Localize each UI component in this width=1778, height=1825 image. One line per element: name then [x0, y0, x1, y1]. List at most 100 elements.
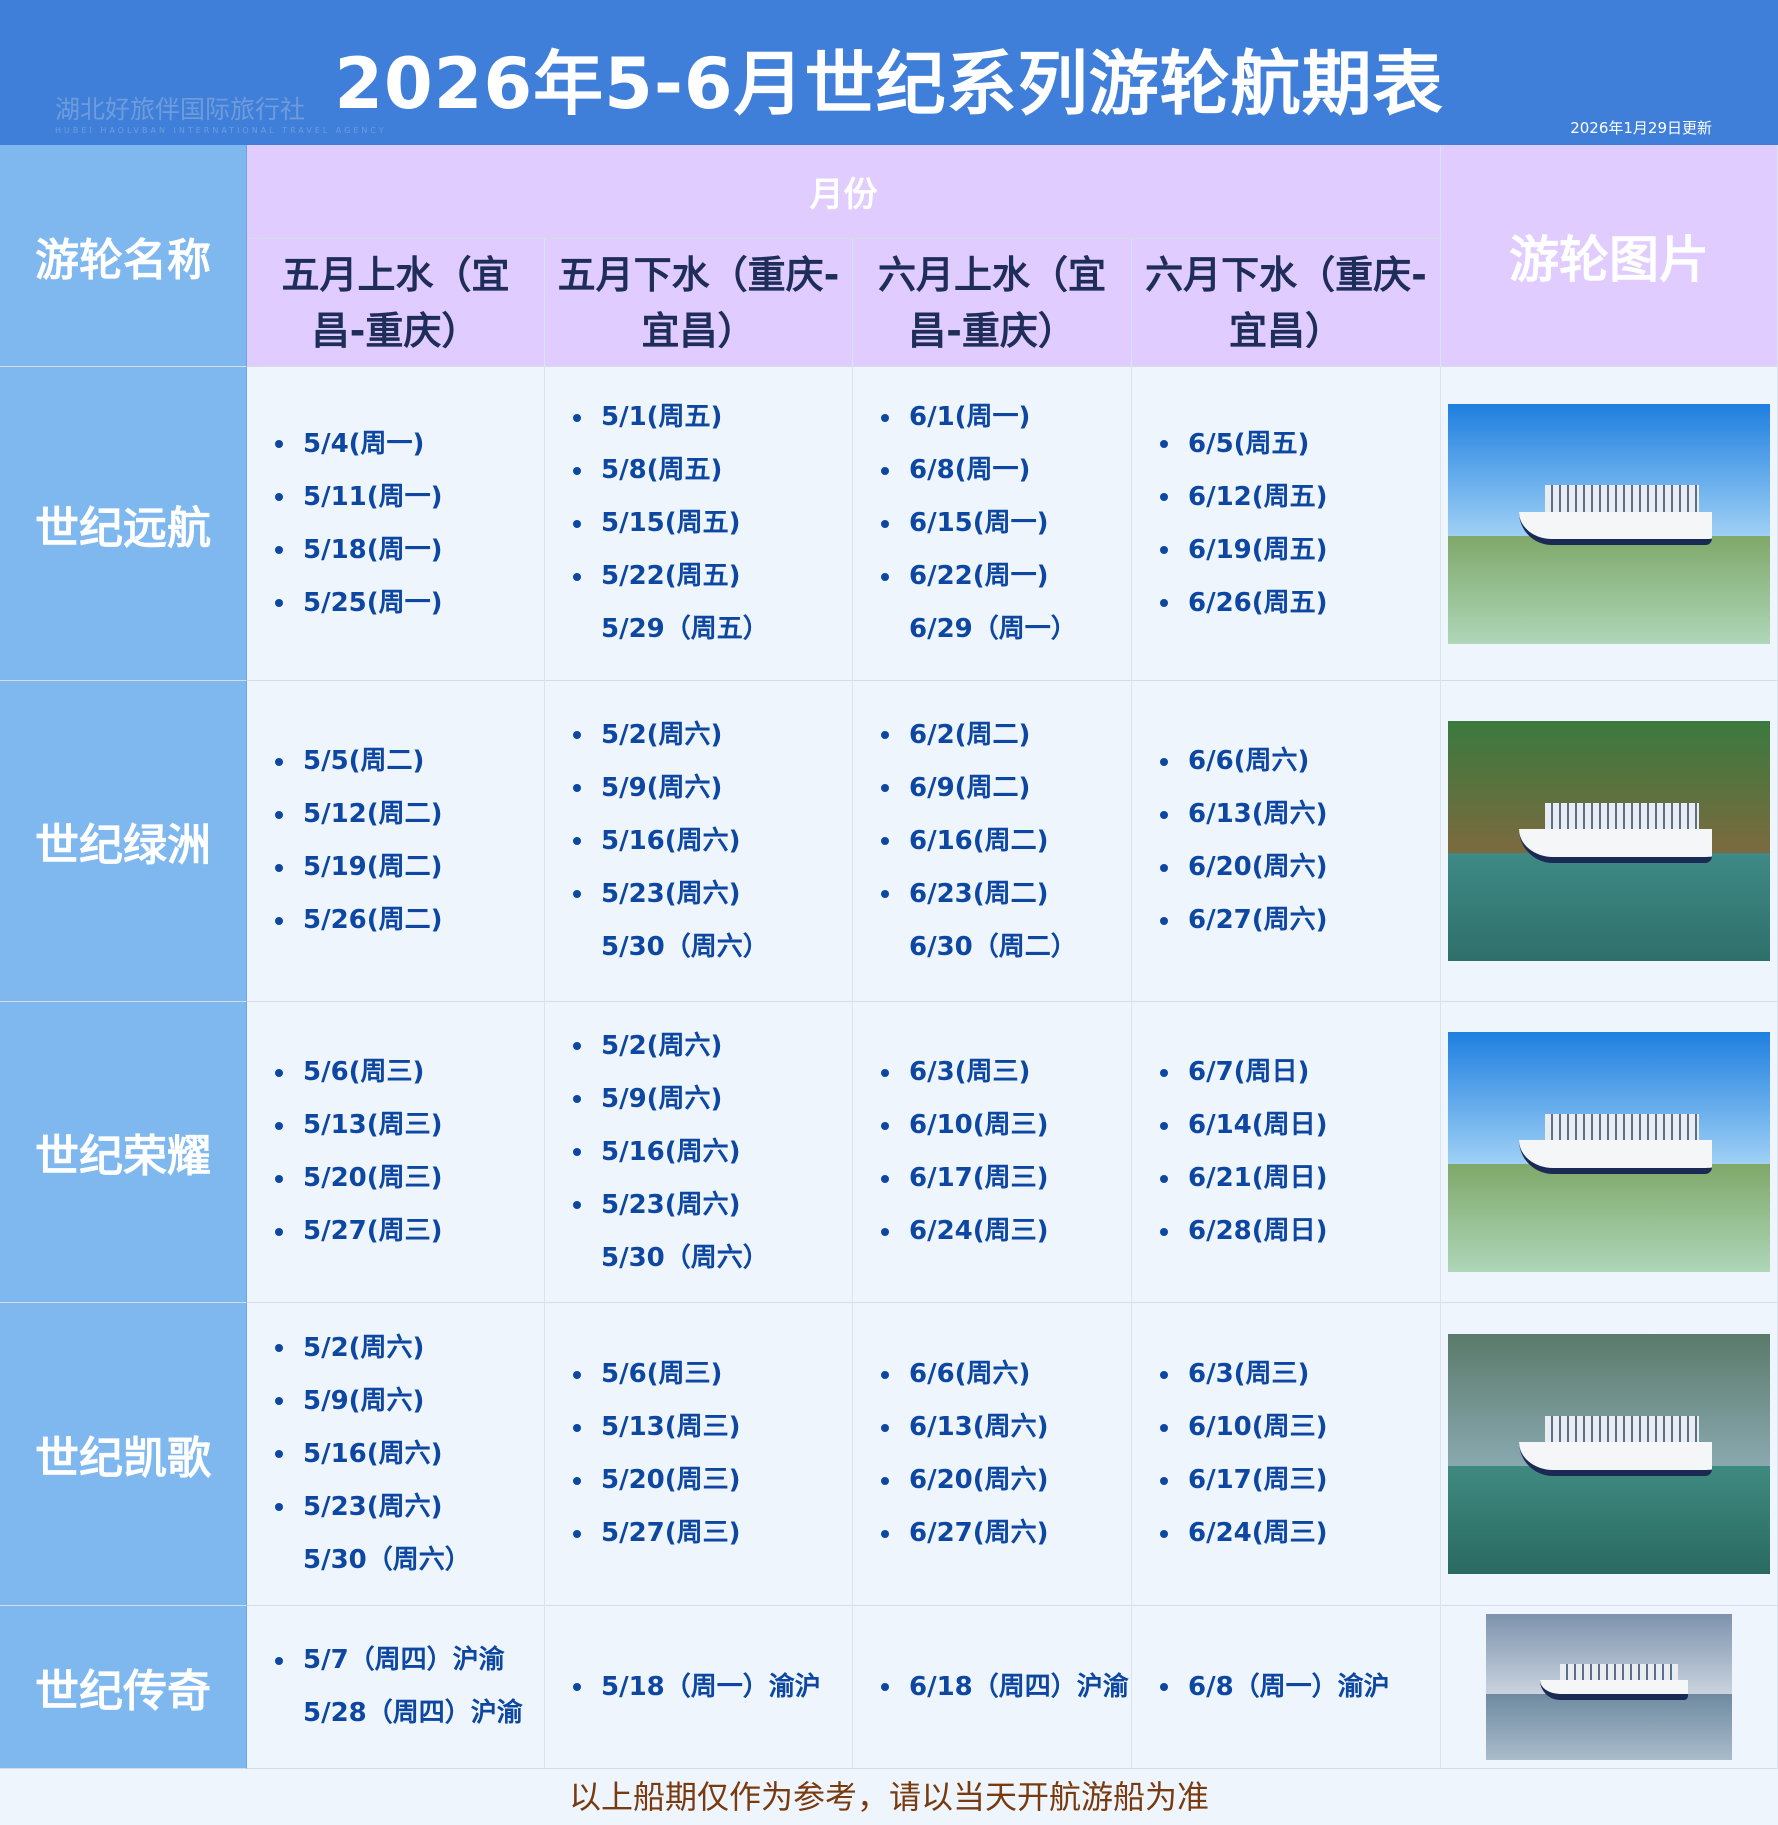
departure-dates-cell: 5/7（周四）沪渝 5/28（周四）沪渝 [247, 1606, 545, 1769]
bullet-icon [1160, 599, 1168, 607]
departure-date: 5/23(周六) [601, 1189, 741, 1220]
ship-name-cell: 世纪远航 [0, 367, 247, 681]
departure-date-item: 6/27(周六) [1160, 894, 1440, 947]
schedule-table: 游轮名称 月份 游轮图片 五月上水（宜昌-重庆） 五月下水（重庆-宜昌） 六月上水（宜昌-… [0, 145, 1778, 1769]
departure-date: 5/20(周三) [601, 1465, 741, 1495]
departure-date-item: 5/16(周六) [573, 815, 852, 868]
departure-date-item: 6/21(周日) [1160, 1152, 1440, 1205]
departure-date-item: 5/9(周六) [275, 1375, 544, 1428]
bullet-icon [573, 837, 581, 845]
departure-date-item: 6/24(周三) [1160, 1507, 1440, 1560]
bullet-icon [881, 731, 889, 739]
departure-dates-cell: 6/5(周五) 6/12(周五) 6/19(周五) 6/26(周五) [1132, 367, 1441, 681]
bullet-icon [881, 1370, 889, 1379]
departure-date: 6/24(周三) [1188, 1518, 1328, 1548]
departure-dates-cell: 6/7(周日) 6/14(周日) 6/21(周日) 6/28(周日) [1132, 1002, 1441, 1303]
departure-date-item: 6/1(周一) [881, 391, 1131, 444]
departure-date-item: 5/11(周一) [275, 471, 544, 524]
departure-dates-cell: 6/1(周一) 6/8(周一) 6/15(周一) 6/22(周一) 6/29（周一） [853, 367, 1132, 681]
column-header-label: 六月下水（重庆-宜昌） [1145, 252, 1427, 353]
bullet-icon [1160, 1529, 1168, 1538]
bullet-icon [1160, 863, 1168, 872]
bullet-icon [1160, 757, 1168, 766]
picture-column-header: 游轮图片 [1441, 145, 1778, 367]
bullet-icon [275, 1227, 283, 1236]
departure-dates-cell: 5/6(周三) 5/13(周三) 5/20(周三) 5/27(周三) [247, 1002, 545, 1303]
bullet-icon [881, 572, 889, 581]
departure-date: 5/18（周一）渝沪 [601, 1671, 821, 1702]
departure-date: 6/6(周六) [909, 1359, 1031, 1389]
departure-date: 5/27(周三) [303, 1216, 443, 1246]
departure-date: 5/6(周三) [601, 1359, 723, 1389]
departure-date: 6/13(周六) [909, 1412, 1049, 1442]
departure-date: 6/27(周六) [909, 1518, 1049, 1548]
bullet-icon [881, 837, 889, 845]
departure-date-item: 5/22(周五) [573, 550, 852, 603]
departure-date: 6/6(周六) [1188, 746, 1310, 776]
departure-date-item: 6/22(周一) [881, 550, 1131, 603]
departure-date: 6/5(周五) [1188, 428, 1310, 459]
departure-date-item: 6/14(周日) [1160, 1099, 1440, 1152]
departure-date: 6/28(周日) [1188, 1216, 1328, 1246]
departure-date: 6/3(周三) [909, 1057, 1031, 1087]
bullet-icon [1160, 1174, 1168, 1183]
departure-date-item: 6/17(周三) [1160, 1454, 1440, 1507]
departure-date-item: 6/20(周六) [881, 1454, 1131, 1507]
ship-name-cell: 世纪凯歌 [0, 1303, 247, 1606]
departure-date: 6/2(周二) [909, 719, 1031, 750]
bullet-icon [881, 1683, 889, 1691]
departure-date: 6/9(周二) [909, 772, 1031, 803]
departure-date: 6/7(周日) [1188, 1057, 1310, 1087]
bullet-icon [1160, 1370, 1168, 1379]
departure-date: 5/27(周三) [601, 1518, 741, 1548]
departure-date: 6/10(周三) [1188, 1412, 1328, 1442]
column-header-label: 五月上水（宜昌-重庆） [281, 252, 510, 353]
column-header-4: 六月下水（重庆-宜昌） [1132, 239, 1441, 367]
column-header-3: 六月上水（宜昌-重庆） [853, 239, 1132, 367]
bullet-icon [275, 1656, 283, 1665]
bullet-icon [573, 731, 581, 739]
departure-date: 5/1(周五) [601, 402, 723, 432]
departure-date-item: 5/18(周一) [275, 524, 544, 577]
bullet-icon [1160, 810, 1168, 819]
departure-date-item: 6/5(周五) [1160, 418, 1440, 471]
departure-date: 5/16(周六) [601, 825, 741, 856]
column-header-2: 五月下水（重庆-宜昌） [545, 239, 853, 367]
page-title: 2026年5-6月世纪系列游轮航期表 [334, 43, 1444, 125]
bullet-icon [1160, 493, 1168, 501]
departure-date-item: 6/26(周五) [1160, 577, 1440, 630]
departure-date-item: 5/28（周四）沪渝 [275, 1687, 544, 1740]
departure-date: 5/16(周六) [601, 1136, 741, 1167]
bullet-icon [881, 466, 889, 475]
departure-date-item: 5/27(周三) [573, 1507, 852, 1560]
departure-date-item: 5/20(周三) [275, 1152, 544, 1205]
departure-date: 5/30（周六） [601, 931, 769, 962]
departure-date-item: 5/23(周六) [573, 1179, 852, 1232]
departure-date-item: 5/13(周三) [275, 1099, 544, 1152]
departure-date-item: 5/16(周六) [275, 1428, 544, 1481]
name-column-header: 游轮名称 [0, 145, 247, 367]
departure-date-item: 5/30（周六） [275, 1534, 544, 1587]
departure-date-item: 5/5(周二) [275, 735, 544, 788]
bullet-icon [573, 1529, 581, 1538]
departure-date-item: 6/13(周六) [881, 1401, 1131, 1454]
departure-date: 6/13(周六) [1188, 799, 1328, 829]
column-header-label: 五月下水（重庆-宜昌） [557, 252, 840, 353]
departure-date-item: 5/6(周三) [573, 1348, 852, 1401]
bullet-icon [275, 440, 283, 448]
departure-dates-cell: 6/8（周一）渝沪 [1132, 1606, 1441, 1769]
bullet-icon [1160, 916, 1168, 925]
departure-date-item: 5/23(周六) [275, 1481, 544, 1534]
ship-photo-cell [1441, 1303, 1778, 1606]
departure-dates-cell: 5/5(周二) 5/12(周二) 5/19(周二) 5/26(周二) [247, 681, 545, 1002]
departure-date-item: 5/26(周二) [275, 894, 544, 947]
bullet-icon [573, 413, 581, 422]
departure-date: 6/21(周日) [1188, 1163, 1328, 1193]
departure-date-item: 5/1(周五) [573, 391, 852, 444]
departure-date: 6/20(周六) [1188, 852, 1328, 882]
departure-date: 5/12(周二) [303, 799, 443, 829]
departure-date-item: 5/16(周六) [573, 1126, 852, 1179]
departure-dates-cell: 6/18（周四）沪渝 [853, 1606, 1132, 1769]
departure-date: 5/6(周三) [303, 1057, 425, 1087]
bullet-icon [1160, 1683, 1168, 1691]
